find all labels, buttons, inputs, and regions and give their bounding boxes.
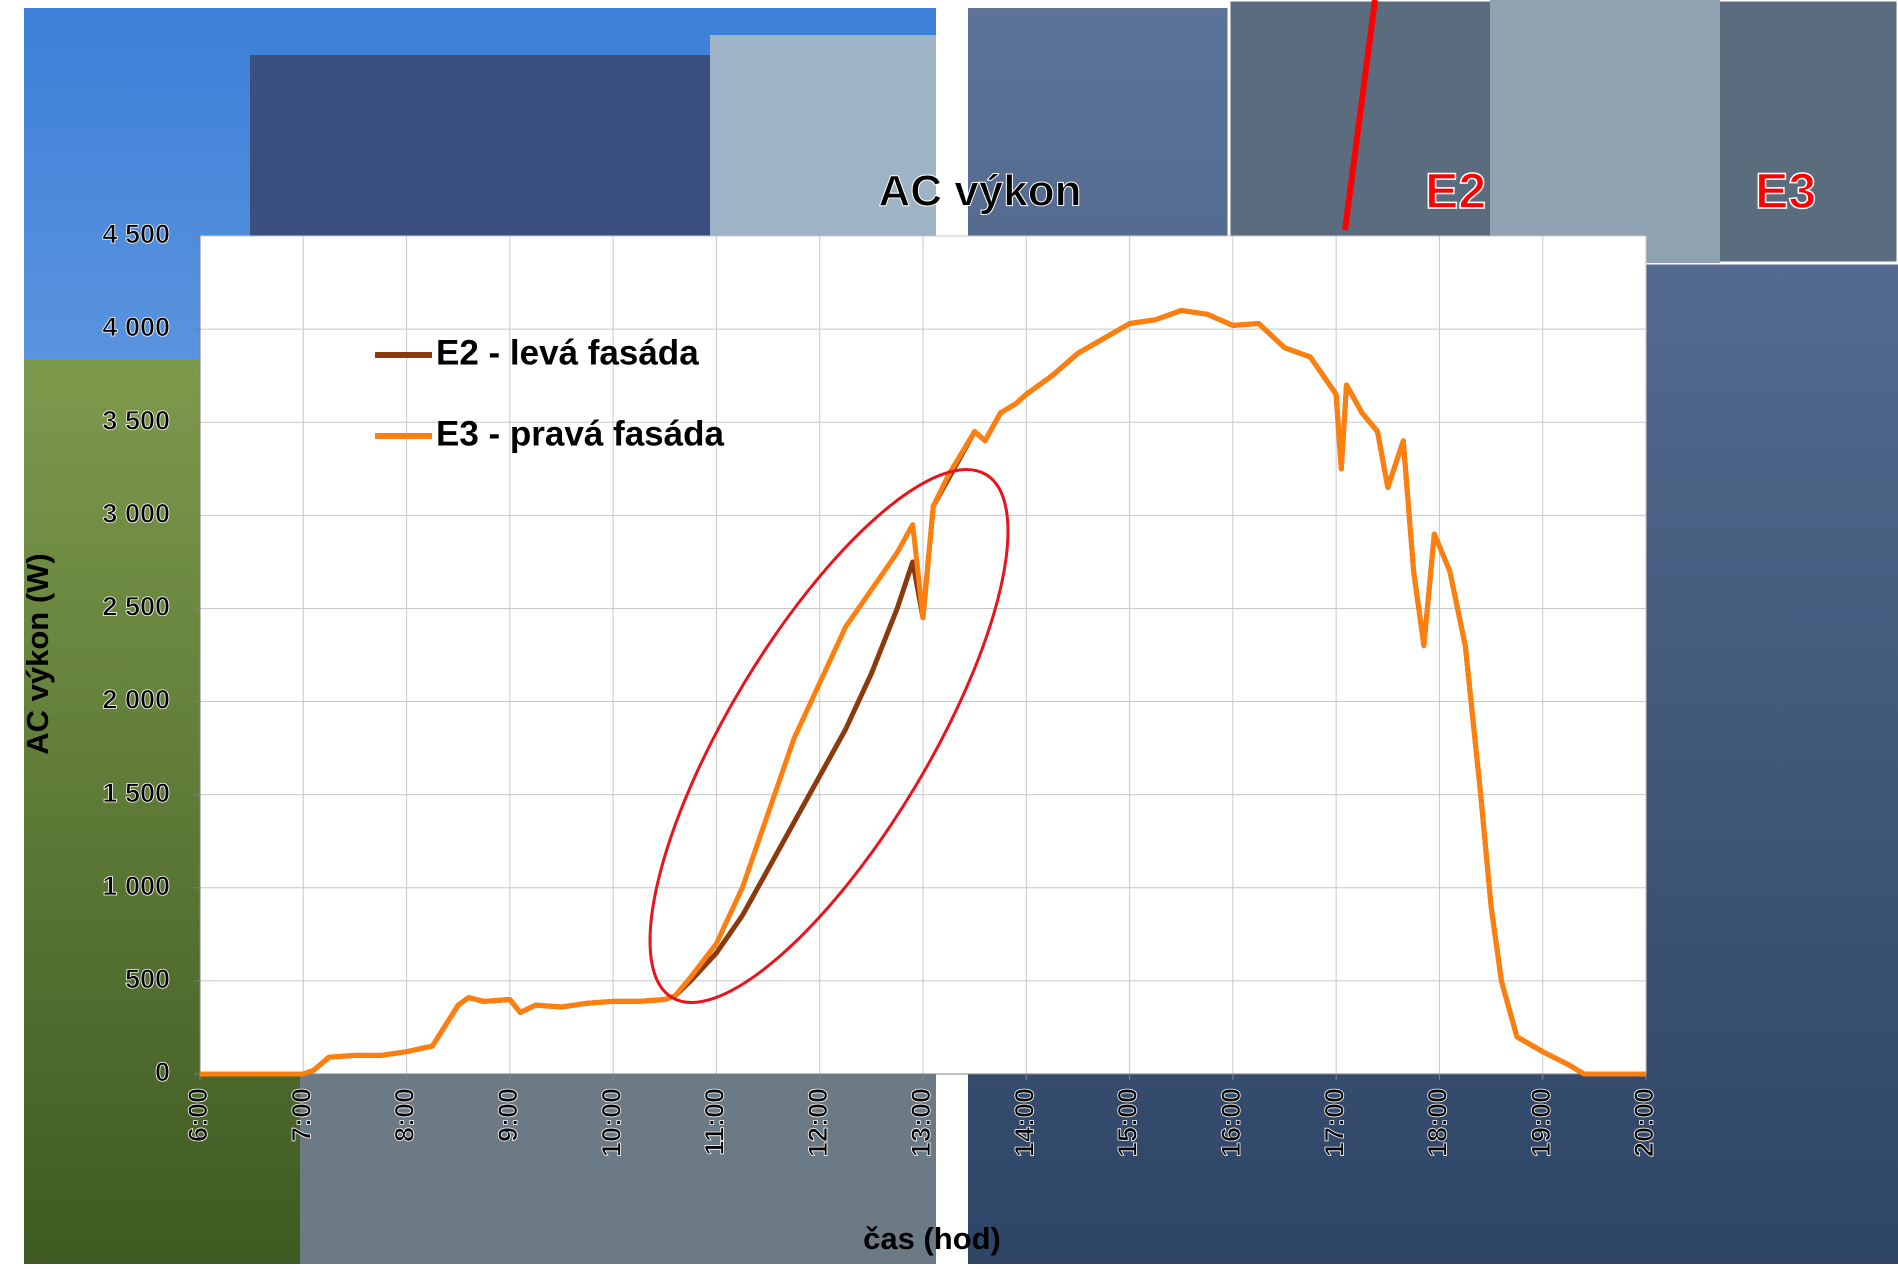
y-tick-label: 0 xyxy=(155,1057,170,1087)
x-tick-label: 16:00 xyxy=(1216,1088,1246,1157)
x-tick-label: 9:00 xyxy=(493,1088,523,1142)
y-axis-label: AC výkon (W) xyxy=(20,553,55,755)
y-tick-label: 1 500 xyxy=(102,778,170,808)
x-tick-label: 19:00 xyxy=(1526,1088,1556,1157)
y-tick-label: 3 000 xyxy=(102,498,170,528)
highlight-ellipse xyxy=(648,468,1010,1004)
annotation: E3 xyxy=(1755,163,1816,219)
x-tick-label: 6:00 xyxy=(183,1088,213,1142)
legend-label: E2 - levá fasáda xyxy=(436,333,699,372)
x-tick-label: 17:00 xyxy=(1319,1088,1349,1157)
x-tick-label: 14:00 xyxy=(1009,1088,1039,1157)
x-tick-label: 13:00 xyxy=(906,1088,936,1157)
x-tick-label: 18:00 xyxy=(1423,1088,1453,1157)
chart-title: AC výkon xyxy=(879,167,1082,216)
x-tick-label: 20:00 xyxy=(1629,1088,1659,1157)
y-tick-label: 4 000 xyxy=(102,312,170,342)
series-line xyxy=(200,308,1646,1077)
legend-label: E3 - pravá fasáda xyxy=(436,414,724,453)
y-tick-label: 3 500 xyxy=(102,405,170,435)
x-tick-label: 7:00 xyxy=(286,1088,316,1142)
annotation: E2 xyxy=(1425,163,1486,219)
x-tick-label: 15:00 xyxy=(1113,1088,1143,1157)
inset-center xyxy=(1490,0,1720,263)
y-tick-label: 2 500 xyxy=(102,592,170,622)
x-tick-label: 8:00 xyxy=(390,1088,420,1142)
y-tick-label: 2 000 xyxy=(102,685,170,715)
y-tick-label: 500 xyxy=(125,964,170,994)
x-tick-label: 10:00 xyxy=(596,1088,626,1157)
inset-divider xyxy=(1342,0,1378,231)
x-axis-label: čas (hod) xyxy=(863,1221,1001,1256)
x-tick-label: 11:00 xyxy=(700,1088,730,1156)
x-tick-label: 12:00 xyxy=(803,1088,833,1157)
y-tick-label: 1 000 xyxy=(102,871,170,901)
y-tick-label: 4 500 xyxy=(102,219,170,249)
